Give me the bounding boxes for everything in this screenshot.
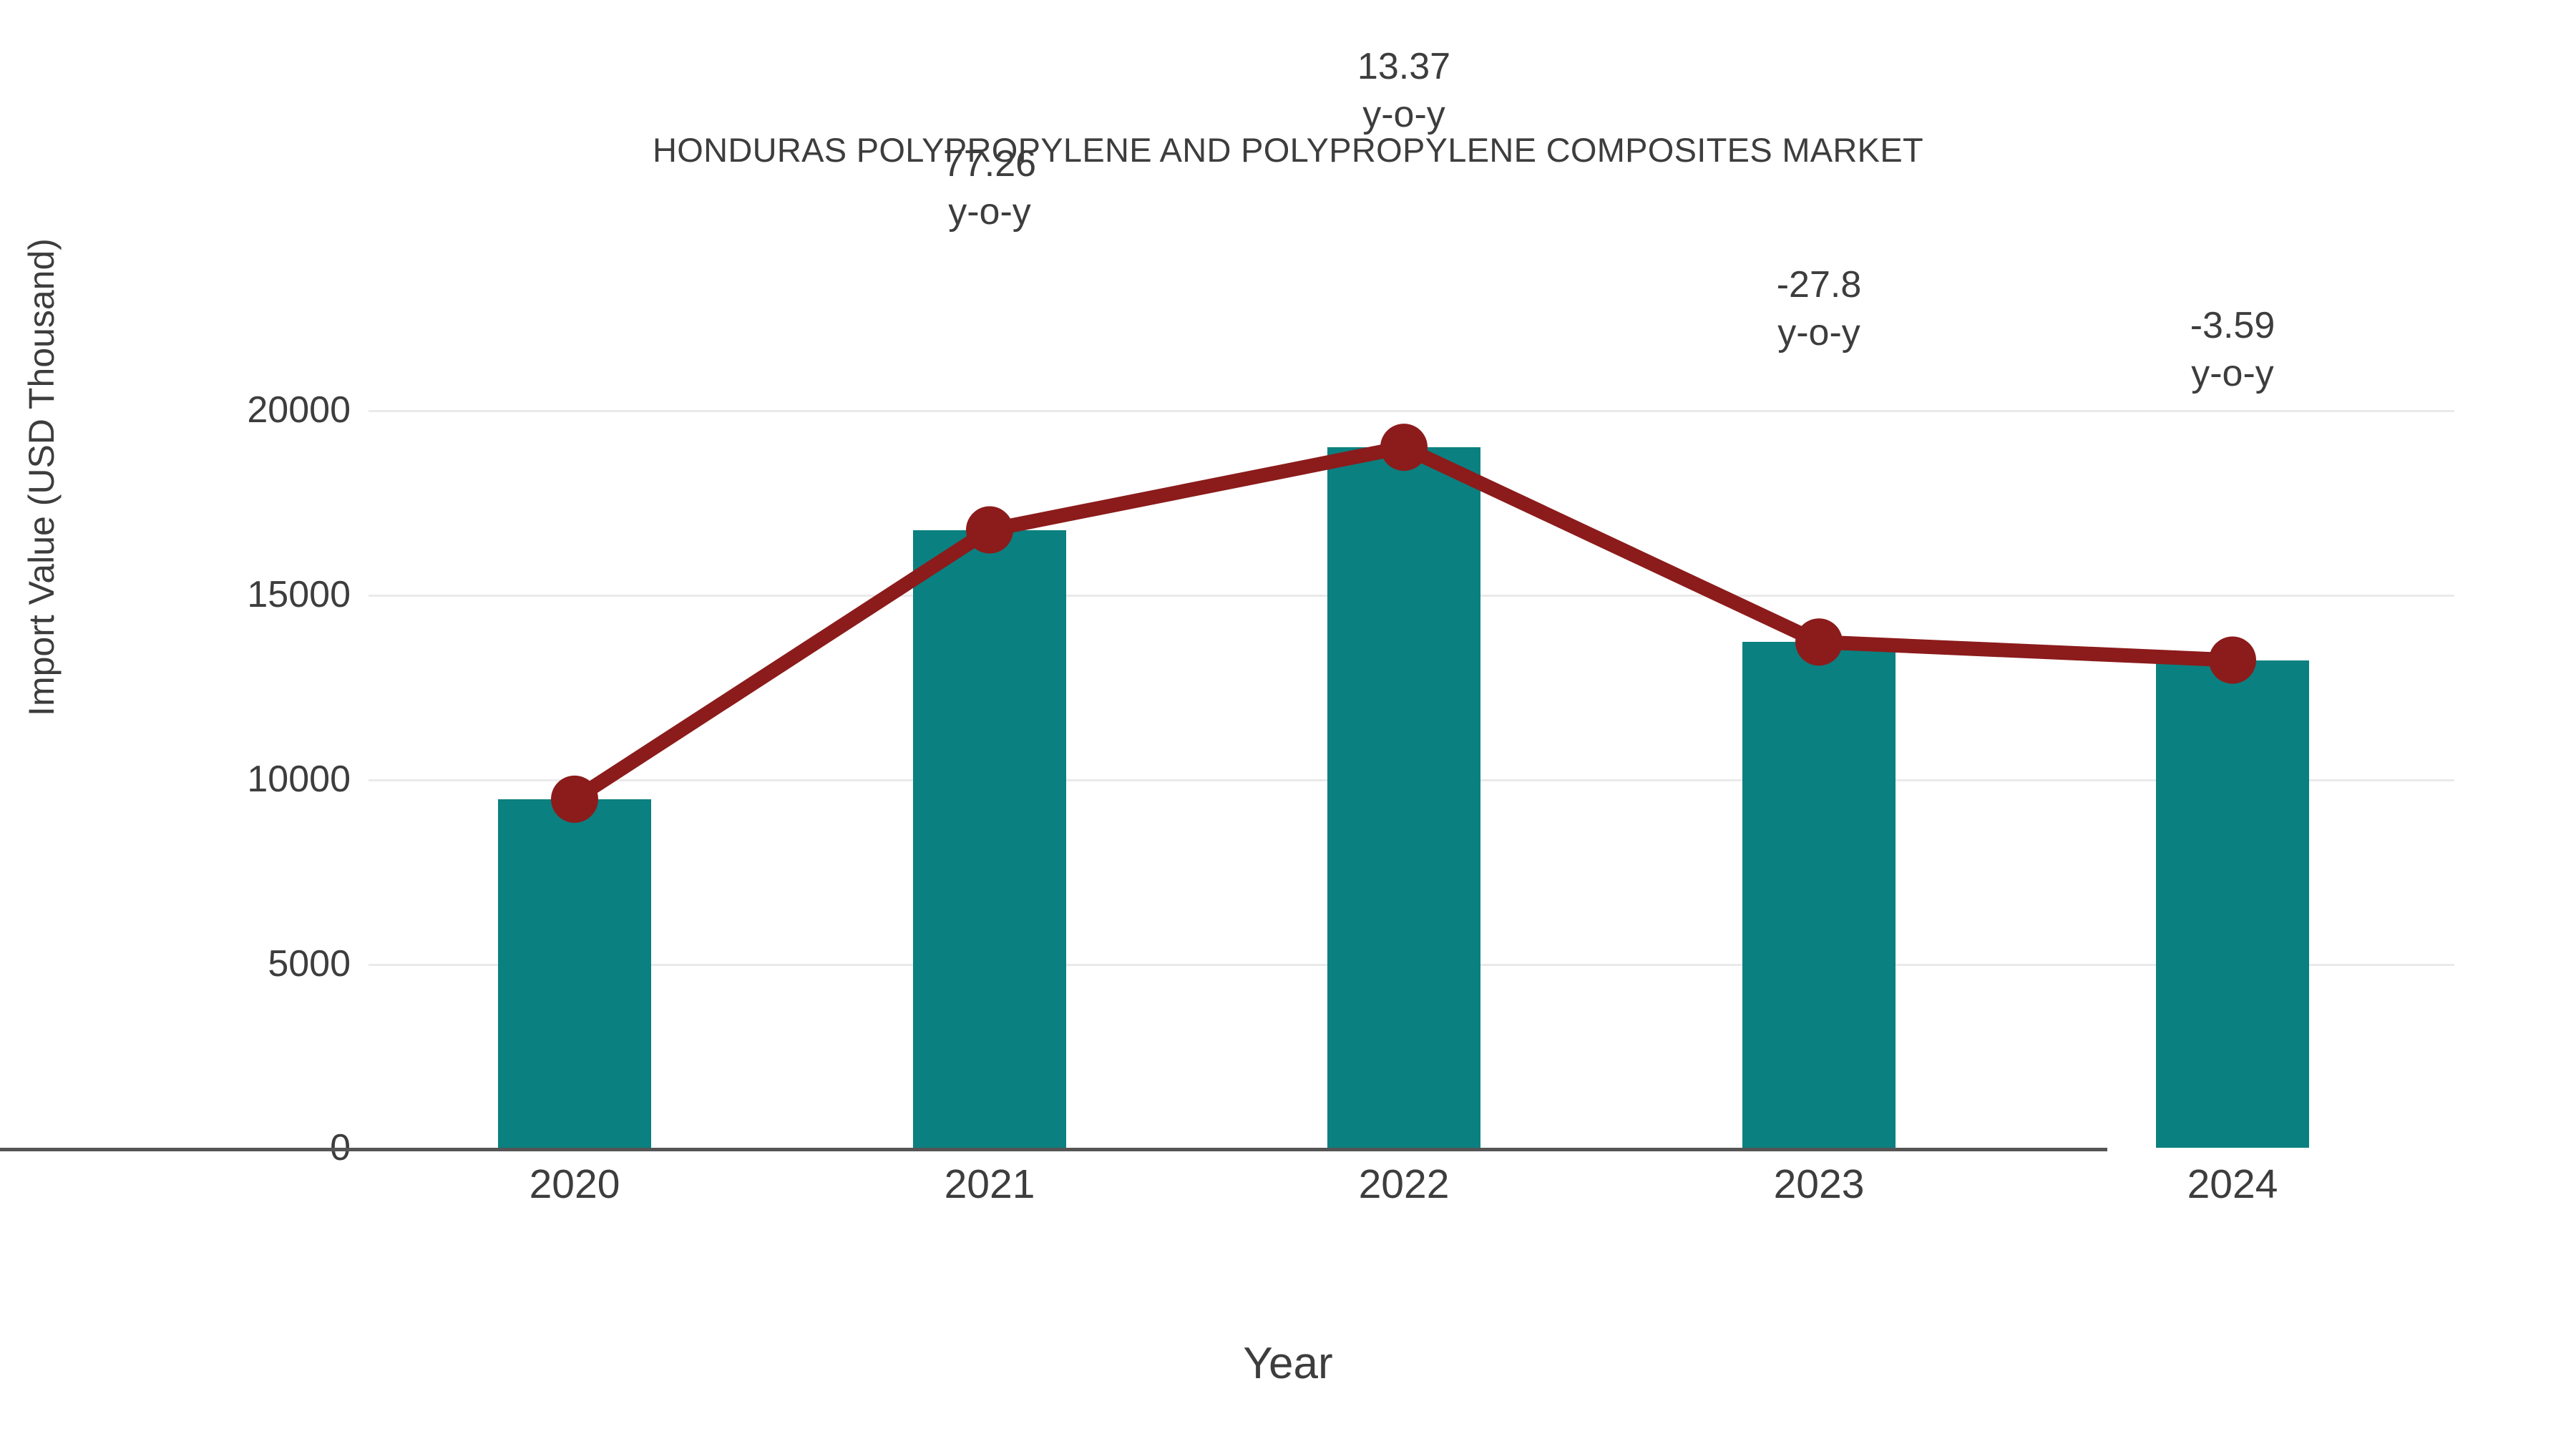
x-axis-title: Year (1243, 1339, 1333, 1388)
bar-2022[interactable] (1327, 447, 1480, 1148)
chart-title: HONDURAS POLYPROPYLENE AND POLYPROPYLENE… (653, 131, 1923, 169)
x-tick-2022: 2022 (1358, 1161, 1450, 1207)
y-axis-title: Import Value (USD Thousand) (21, 238, 62, 716)
y-tick-15000: 15000 (247, 574, 351, 615)
bar-2024[interactable] (2156, 660, 2309, 1148)
annotation-2024-value: -3.59 (2190, 305, 2275, 346)
annotation-2023-suffix: y-o-y (1777, 311, 1860, 353)
annotation-2023: -27.8 y-o-y (1640, 261, 1998, 356)
x-tick-2024: 2024 (2187, 1161, 2278, 1207)
bar-2023[interactable] (1742, 642, 1896, 1148)
annotation-2022-value: 13.37 (1357, 46, 1451, 87)
x-tick-2021: 2021 (944, 1161, 1035, 1207)
bar-2021[interactable] (913, 530, 1066, 1148)
annotation-2024: -3.59 y-o-y (2054, 302, 2411, 397)
y-tick-10000: 10000 (247, 758, 351, 800)
x-tick-2023: 2023 (1773, 1161, 1865, 1207)
annotation-2021-suffix: y-o-y (948, 190, 1031, 233)
x-axis-line (0, 1148, 2107, 1151)
annotation-2023-value: -27.8 (1776, 264, 1862, 306)
annotation-2021-value: 77.26 (942, 143, 1037, 185)
annotation-2022-suffix: y-o-y (1362, 93, 1445, 135)
bar-2020[interactable] (498, 799, 651, 1148)
y-tick-5000: 5000 (268, 943, 351, 985)
y-tick-20000: 20000 (247, 389, 351, 431)
annotation-2021: 77.26 y-o-y (811, 140, 1169, 235)
plot-area (369, 286, 2454, 1148)
x-tick-2020: 2020 (529, 1161, 620, 1207)
annotation-2022: 13.37 y-o-y (1225, 43, 1583, 138)
gridline-20000 (369, 410, 2454, 412)
annotation-2024-suffix: y-o-y (2191, 352, 2274, 394)
